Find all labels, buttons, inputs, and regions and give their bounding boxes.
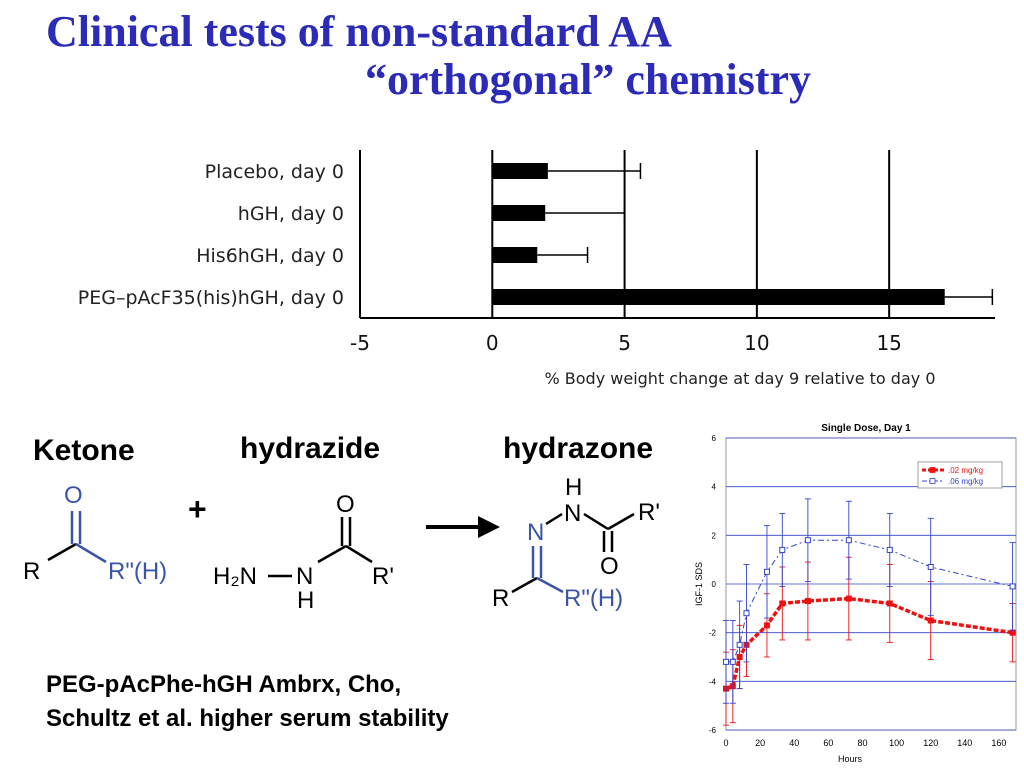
series-point: [736, 641, 743, 648]
label-ketone: Ketone: [33, 434, 135, 467]
hydrazone-h: H: [565, 474, 582, 501]
series-point: [723, 658, 729, 665]
series-point: [927, 617, 934, 624]
line-chart-title: Single Dose, Day 1: [821, 423, 911, 434]
bar: [492, 289, 945, 305]
hydrazide-bond-nc: [317, 544, 347, 564]
bar-chart: Placebo, day 0 hGH, day 0 His6hGH, day 0 PE…: [78, 150, 995, 388]
line-x-tick-label: 140: [957, 738, 972, 748]
hydrazide-h: H: [297, 587, 314, 614]
bar: [492, 247, 538, 263]
line-x-tick-label: 100: [889, 738, 904, 748]
line-x-tick-label: 160: [991, 738, 1006, 748]
bar-x-tick-label: 0: [486, 331, 499, 355]
line-y-tick-label: -4: [709, 677, 717, 686]
series-point: [779, 600, 786, 607]
series-point: [886, 546, 893, 553]
series-point: [779, 546, 786, 553]
hydrazone-bond-rdp: [536, 576, 564, 594]
ketone-bond-r: [47, 542, 77, 562]
hydrazone-rprime: R': [638, 499, 660, 526]
line-y-tick-label: 6: [712, 434, 717, 443]
line-x-tick-label: 40: [789, 738, 799, 748]
reaction-arrow-head: [478, 516, 500, 538]
bar: [492, 163, 548, 179]
series-point: [729, 658, 736, 665]
label-hydrazide: hydrazide: [240, 432, 380, 465]
hydrazide-rprime: R': [372, 563, 394, 590]
series-point: [845, 537, 852, 544]
caption: PEG-pAcPhe-hGH Ambrx, Cho, Schultz et al…: [46, 668, 449, 736]
ketone-oxygen: O: [64, 482, 83, 509]
bar-x-tick-label: 10: [744, 331, 769, 355]
hydrazide-n: N: [296, 563, 313, 590]
series-point: [743, 610, 750, 617]
bar: [492, 205, 546, 221]
slide-title-line2: “orthogonal” chemistry: [365, 55, 812, 104]
bar-category-label: His6hGH, day 0: [196, 245, 344, 267]
line-x-tick-label: 20: [755, 738, 765, 748]
hydrazone-r: R: [492, 585, 509, 612]
reaction-scheme: Ketone hydrazide hydrazone + O R R"(H) H…: [23, 432, 660, 614]
hydrazide-bond-cr: [345, 544, 373, 564]
series-point: [1009, 629, 1016, 636]
hydrazone-n: N: [527, 519, 544, 546]
series-point: [886, 600, 893, 607]
legend-marker: [929, 478, 936, 484]
legend-label: .06 mg/kg: [948, 477, 983, 486]
series-point: [763, 568, 770, 575]
bar-category-label: Placebo, day 0: [205, 161, 344, 183]
bar-x-axis-label: % Body weight change at day 9 relative t…: [545, 369, 936, 388]
hydrazone-bond-r: [511, 576, 538, 594]
line-y-tick-label: -2: [709, 629, 717, 638]
bar-x-tick-label: -5: [350, 331, 370, 355]
series-point: [804, 598, 811, 605]
hydrazide-h2n: H₂N: [213, 563, 257, 590]
hydrazide-oxygen: O: [336, 491, 355, 518]
hydrazone-oxygen: O: [600, 553, 619, 580]
hydrazone-bond-crp: [607, 512, 635, 531]
line-y-tick-label: 0: [712, 580, 717, 589]
bar-x-tick-label: 15: [876, 331, 901, 355]
ketone-rdp: R"(H): [108, 558, 167, 585]
caption-line2: Schultz et al. higher serum stability: [46, 705, 449, 732]
series-point: [804, 537, 811, 544]
line-y-tick-label: -6: [709, 726, 717, 735]
hydrazone-bond-nc: [583, 512, 609, 531]
line-x-tick-label: 120: [923, 738, 938, 748]
series-point: [763, 622, 770, 629]
series-point: [927, 563, 934, 570]
ketone-r: R: [23, 558, 40, 585]
hydrazone-rdp: R"(H): [564, 585, 623, 612]
slide-title-line1: Clinical tests of non-standard AA: [46, 7, 672, 56]
legend-marker: [929, 467, 936, 473]
bar-category-label: hGH, day 0: [238, 203, 344, 225]
hydrazone-nh: N: [564, 500, 581, 527]
bar-x-tick-label: 5: [618, 331, 631, 355]
caption-line1: PEG-pAcPhe-hGH Ambrx, Cho,: [46, 671, 402, 698]
series-point: [845, 595, 852, 602]
line-y-tick-label: 2: [712, 531, 717, 540]
line-y-tick-label: 4: [712, 483, 717, 492]
line-x-axis-label: Hours: [838, 754, 863, 764]
line-x-tick-label: 80: [857, 738, 867, 748]
line-x-tick-label: 0: [723, 738, 728, 748]
legend-label: .02 mg/kg: [948, 466, 983, 475]
series-point: [1009, 583, 1016, 590]
hydrazone-bond-nn: [545, 512, 563, 526]
plus-sign: +: [188, 491, 207, 527]
bar-category-label: PEG–pAcF35(his)hGH, day 0: [78, 287, 344, 309]
line-x-tick-label: 60: [823, 738, 833, 748]
label-hydrazone: hydrazone: [503, 432, 653, 465]
line-y-axis-label: IGF-1 SDS: [694, 562, 704, 606]
ketone-bond-rdp: [75, 542, 107, 564]
